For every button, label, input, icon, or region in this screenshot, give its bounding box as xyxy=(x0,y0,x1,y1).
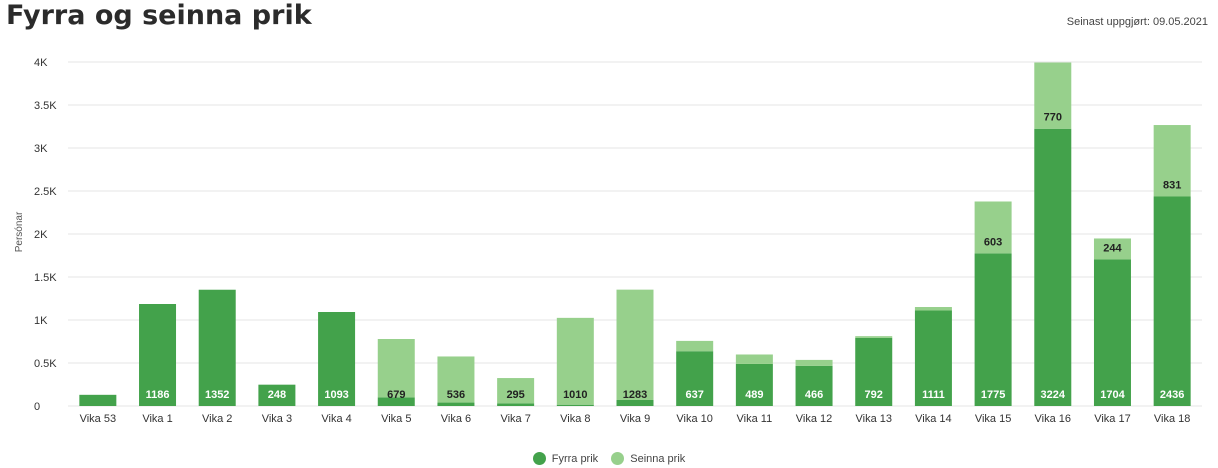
bar-second-dose[interactable] xyxy=(497,378,535,404)
bar-second-dose[interactable] xyxy=(914,307,952,311)
x-tick-label: Vika 3 xyxy=(262,413,292,425)
x-tick-label: Vika 18 xyxy=(1154,413,1191,425)
x-tick-label: Vika 6 xyxy=(441,413,471,425)
x-tick-label: Vika 9 xyxy=(620,413,650,425)
data-label-second: 770 xyxy=(1044,112,1062,124)
data-label-first: 1352 xyxy=(205,389,229,401)
bar-first-dose[interactable] xyxy=(377,397,415,406)
x-tick-label: Vika 2 xyxy=(202,413,232,425)
data-label-second: 295 xyxy=(506,389,524,401)
x-tick-label: Vika 17 xyxy=(1094,413,1131,425)
bar-second-dose[interactable] xyxy=(795,359,833,366)
x-tick-label: Vika 12 xyxy=(796,413,833,425)
chart-title: Fyrra og seinna prik xyxy=(6,0,312,31)
data-label-first: 2436 xyxy=(1160,389,1184,401)
x-tick-label: Vika 4 xyxy=(321,413,351,425)
bar-second-dose[interactable] xyxy=(1153,125,1191,197)
x-axis-ticks: Vika 53 Vika 1 Vika 2 Vika 3 Vika 4 Vika 5 Vik… xyxy=(80,413,1191,425)
data-label-second: 1283 xyxy=(623,389,647,401)
legend-label-first: Fyrra prik xyxy=(551,452,599,465)
legend-label-second: Seinna prik xyxy=(630,452,686,465)
bar-second-dose[interactable] xyxy=(1034,62,1072,129)
legend-dot-first xyxy=(532,452,546,465)
bar-first-dose[interactable] xyxy=(1093,259,1131,406)
bar-second-dose[interactable] xyxy=(437,356,475,403)
bar-second-dose[interactable] xyxy=(616,289,654,400)
bar-first-dose[interactable] xyxy=(437,402,475,406)
bar-first-dose[interactable] xyxy=(914,310,952,406)
bar-first-dose[interactable] xyxy=(79,394,117,406)
legend-item-first[interactable]: Fyrra prik xyxy=(532,452,599,465)
bar-first-dose[interactable] xyxy=(616,399,654,406)
y-tick-label: 3K xyxy=(34,143,48,155)
x-tick-label: Vika 10 xyxy=(676,413,713,425)
data-label-first: 489 xyxy=(745,389,763,401)
legend-item-second[interactable]: Seinna prik xyxy=(611,452,685,465)
data-label-first: 1186 xyxy=(146,389,170,401)
data-label-first: 1093 xyxy=(324,389,348,401)
x-tick-label: Vika 14 xyxy=(915,413,952,425)
bar-second-dose[interactable] xyxy=(556,317,594,405)
bar-second-dose[interactable] xyxy=(1093,238,1131,260)
bar-first-dose[interactable] xyxy=(556,404,594,406)
bar-second-dose[interactable] xyxy=(974,201,1012,254)
y-tick-label: 1.5K xyxy=(34,272,57,284)
data-label-first: 637 xyxy=(686,389,704,401)
bar-first-dose[interactable] xyxy=(855,337,893,406)
y-tick-label: 0 xyxy=(34,401,40,413)
bar-second-dose[interactable] xyxy=(855,336,893,338)
bar-first-dose[interactable] xyxy=(139,304,177,406)
bar-first-dose[interactable] xyxy=(1034,128,1072,406)
x-tick-label: Vika 13 xyxy=(855,413,892,425)
data-label-first: 3224 xyxy=(1041,389,1066,401)
bar-first-dose[interactable] xyxy=(974,253,1012,406)
bar-first-dose[interactable] xyxy=(795,365,833,406)
data-label-second: 679 xyxy=(387,389,405,401)
bar-second-dose[interactable] xyxy=(735,354,773,364)
data-label-first: 1775 xyxy=(981,389,1005,401)
data-label-first: 248 xyxy=(268,389,286,401)
bar-first-dose[interactable] xyxy=(318,312,356,406)
x-tick-label: Vika 15 xyxy=(975,413,1012,425)
data-label-second: 603 xyxy=(984,236,1002,248)
bar-second-dose[interactable] xyxy=(377,339,415,398)
y-axis-label: Persónar xyxy=(14,211,25,252)
data-label-second: 244 xyxy=(1103,242,1122,254)
bar-first-dose[interactable] xyxy=(1153,196,1191,406)
last-updated-text: Seinast uppgjørt: 09.05.2021 xyxy=(1066,16,1208,28)
data-label-first: 466 xyxy=(805,389,823,401)
y-tick-label: 2K xyxy=(34,229,48,241)
x-tick-label: Vika 1 xyxy=(142,413,172,425)
y-tick-label: 1K xyxy=(34,315,48,327)
bars: 1186 1352 248 1093 679 536 295 1010 1283 637 489 46… xyxy=(79,62,1191,406)
bar-first-dose[interactable] xyxy=(497,403,535,406)
data-label-second: 831 xyxy=(1163,180,1181,192)
y-tick-label: 4K xyxy=(34,57,48,69)
data-label-second: 536 xyxy=(447,389,465,401)
bar-first-dose[interactable] xyxy=(258,384,296,406)
data-label-first: 1111 xyxy=(922,389,945,401)
bar-first-dose[interactable] xyxy=(735,363,773,406)
x-tick-label: Vika 53 xyxy=(80,413,117,425)
data-label-first: 1704 xyxy=(1100,389,1125,401)
bar-first-dose[interactable] xyxy=(676,351,714,406)
x-tick-label: Vika 16 xyxy=(1035,413,1072,425)
y-tick-label: 3.5K xyxy=(34,100,57,112)
x-tick-label: Vika 11 xyxy=(737,413,773,425)
x-tick-label: Vika 5 xyxy=(381,413,411,425)
legend: Fyrra prik Seinna prik xyxy=(0,452,1218,468)
y-axis-ticks: 0 0.5K 1K 1.5K 2K 2.5K 3K 3.5K 4K xyxy=(34,57,57,413)
x-tick-label: Vika 8 xyxy=(560,413,590,425)
data-label-first: 792 xyxy=(865,389,883,401)
data-label-second: 1010 xyxy=(563,389,587,401)
bar-second-dose[interactable] xyxy=(676,340,714,352)
y-tick-label: 2.5K xyxy=(34,186,57,198)
y-tick-label: 0.5K xyxy=(34,358,57,370)
legend-dot-second xyxy=(611,452,625,465)
x-tick-label: Vika 7 xyxy=(500,413,530,425)
bar-first-dose[interactable] xyxy=(198,289,236,406)
